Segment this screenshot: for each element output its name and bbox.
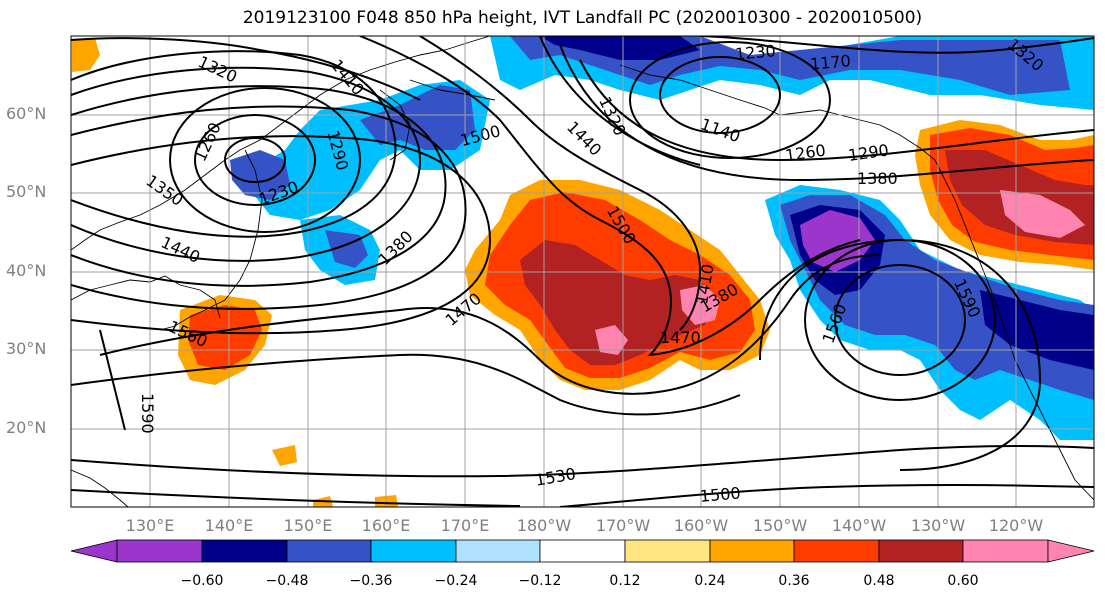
colorbar-tick: 0.36	[778, 573, 810, 589]
contour-label: 1230	[734, 41, 776, 63]
colorbar-tick: 0.12	[609, 573, 641, 589]
plot-frame	[70, 35, 1095, 508]
lon-label-170e: 170°E	[440, 516, 490, 535]
lon-label-140w: 140°W	[831, 516, 887, 535]
colorbar-tick: 0.60	[947, 573, 979, 589]
graticule	[71, 36, 1094, 507]
colorbar	[70, 539, 1095, 563]
lon-label-170w: 170°W	[595, 516, 651, 535]
lat-label-30n: 30°N	[6, 339, 47, 358]
lat-label-50n: 50°N	[6, 182, 47, 201]
height-contours	[71, 36, 1094, 507]
contour-label: 1170	[809, 51, 851, 73]
map-title: 2019123100 F048 850 hPa height, IVT Land…	[242, 8, 923, 28]
colorbar-tick: −0.36	[349, 573, 393, 589]
contour-label: 1500	[699, 483, 741, 505]
lon-label-120w: 120°W	[988, 516, 1044, 535]
colorbar-tick: −0.48	[265, 573, 309, 589]
colorbar-tick: −0.12	[518, 573, 562, 589]
contour-label: 1590	[138, 393, 157, 434]
lat-label-60n: 60°N	[6, 104, 47, 123]
lon-label-150w: 150°W	[752, 516, 808, 535]
lat-label-40n: 40°N	[6, 261, 47, 280]
lon-label-180w: 180°W	[516, 516, 572, 535]
lon-label-140e: 140°E	[204, 516, 254, 535]
colorbar-tick: 0.48	[863, 573, 895, 589]
colorbar-tick: 0.24	[694, 573, 726, 589]
colorbar-tick: −0.24	[434, 573, 478, 589]
lat-label-20n: 20°N	[6, 418, 47, 437]
lon-label-160w: 160°W	[673, 516, 729, 535]
contour-label: 1470	[660, 328, 701, 347]
lon-label-150e: 150°E	[283, 516, 333, 535]
colorbar-tick: −0.60	[180, 573, 224, 589]
lon-label-130w: 130°W	[910, 516, 966, 535]
lon-label-160e: 160°E	[361, 516, 411, 535]
contour-label: 1380	[857, 169, 898, 188]
lon-label-130e: 130°E	[125, 516, 175, 535]
positive-ivt-shading	[72, 38, 1094, 507]
